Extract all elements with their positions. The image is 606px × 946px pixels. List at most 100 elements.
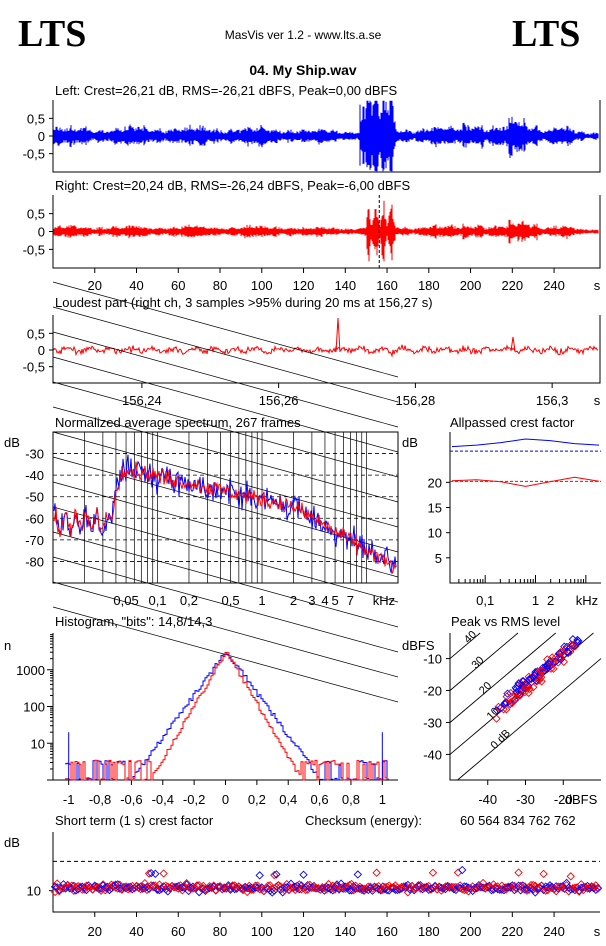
right-point <box>270 870 279 880</box>
crest-line-label: 20 <box>477 680 494 697</box>
y-tick-label: -80 <box>25 554 44 569</box>
left-point <box>511 683 520 692</box>
left-point <box>524 681 533 691</box>
axis-frame <box>52 832 600 913</box>
x-tick-label: 4 <box>321 593 328 608</box>
spectrum-left <box>53 454 397 573</box>
x-unit-label: dBFS <box>565 792 598 807</box>
left-point <box>270 886 279 895</box>
left-point <box>531 676 541 685</box>
y-tick-label: 0 <box>38 343 45 358</box>
right-point <box>562 881 571 890</box>
short-term-y-label: dB <box>4 835 20 850</box>
y-tick-label: -30 <box>423 715 442 730</box>
left-channel-waveform: 0,5 0 -0,5 <box>23 100 601 173</box>
slope-line <box>52 531 399 628</box>
y-tick-label: 15 <box>428 501 442 516</box>
right-point <box>508 696 518 706</box>
y-tick-label: 100 <box>23 700 45 715</box>
right-point <box>492 714 501 723</box>
crest-line <box>457 658 602 781</box>
left-point <box>492 706 502 715</box>
x-unit-label: s <box>594 924 601 939</box>
left-point <box>449 884 459 894</box>
x-unit-label: kHz <box>576 593 598 608</box>
x-tick-label: 0 <box>222 792 229 807</box>
x-tick-label: 3 <box>308 593 315 608</box>
right-point <box>536 666 545 675</box>
right-point <box>579 885 588 895</box>
x-tick-label: 60 <box>171 924 185 939</box>
y-tick-label: 1000 <box>16 663 45 678</box>
right-point <box>82 881 91 890</box>
x-tick-label: 80 <box>213 924 227 939</box>
x-unit-label: s <box>594 278 601 293</box>
left-point <box>562 642 571 652</box>
right-crest-line <box>451 476 600 487</box>
x-tick-label: 240 <box>543 278 565 293</box>
y-tick-label: 0,5 <box>27 111 45 126</box>
checksum-label: Checksum (energy): <box>305 813 422 828</box>
right-point <box>140 878 150 888</box>
left-point <box>299 870 308 879</box>
right-point <box>265 881 275 890</box>
right-point <box>249 885 258 894</box>
right-point <box>182 878 191 888</box>
x-tick-label: -0,8 <box>89 792 111 807</box>
x-tick-label: 180 <box>418 278 440 293</box>
slope-line <box>52 331 399 428</box>
right-point <box>144 869 154 878</box>
right-point <box>514 868 523 877</box>
x-tick-label: -30 <box>516 792 535 807</box>
right-point <box>569 640 579 649</box>
x-tick-label: 5 <box>331 593 338 608</box>
y-tick-label: -70 <box>25 533 44 548</box>
y-tick-label: -50 <box>25 490 44 505</box>
left-point <box>519 677 528 686</box>
y-tick-label: -40 <box>423 747 442 762</box>
waveform-peak-burst <box>359 101 392 169</box>
left-channel-title: Left: Crest=26,21 dB, RMS=-26,21 dBFS, P… <box>55 83 397 98</box>
lts-logo-right: LTS <box>512 13 580 55</box>
left-point <box>272 870 281 879</box>
x-tick-label: 220 <box>501 278 523 293</box>
x-tick-label: 0,2 <box>180 593 198 608</box>
right-point <box>251 881 260 890</box>
slope-line <box>52 356 399 453</box>
left-point <box>347 886 356 895</box>
axis-frame <box>449 633 601 781</box>
x-tick-label: 120 <box>293 278 315 293</box>
x-tick-label: -0,6 <box>120 792 142 807</box>
right-point <box>372 868 381 877</box>
crest-line <box>449 632 481 659</box>
y-tick-label: -0,5 <box>23 360 45 375</box>
right-point <box>539 869 548 879</box>
loudest-part-title: Loudest part (right ch, 3 samples >95% d… <box>55 295 433 310</box>
file-name: 04. My Ship.wav <box>249 62 357 78</box>
x-tick-label: 0,1 <box>476 593 494 608</box>
right-point <box>159 869 168 878</box>
x-tick-label: 160 <box>376 278 398 293</box>
x-tick-label: 180 <box>418 924 440 939</box>
x-tick-label: 20 <box>88 278 102 293</box>
slope-line <box>52 306 399 403</box>
x-tick-label: 0,2 <box>248 792 266 807</box>
x-tick-label: 0,5 <box>222 593 240 608</box>
crest-line-label: 0 dB <box>488 727 512 751</box>
right-point <box>519 686 529 695</box>
x-tick-label: 0,6 <box>311 792 329 807</box>
x-tick-label: 100 <box>251 278 273 293</box>
slope-line <box>52 431 399 528</box>
left-point <box>151 869 160 878</box>
y-tick-label: 10 <box>27 884 41 899</box>
right-point <box>424 881 433 891</box>
left-point <box>441 884 450 894</box>
x-tick-label: 140 <box>334 278 356 293</box>
checksum-value: 60 564 834 762 762 <box>460 813 576 828</box>
right-point <box>53 879 62 888</box>
right-point <box>574 887 584 896</box>
right-point <box>566 872 575 881</box>
axis-frame <box>52 315 601 384</box>
x-tick-label: 100 <box>251 924 273 939</box>
